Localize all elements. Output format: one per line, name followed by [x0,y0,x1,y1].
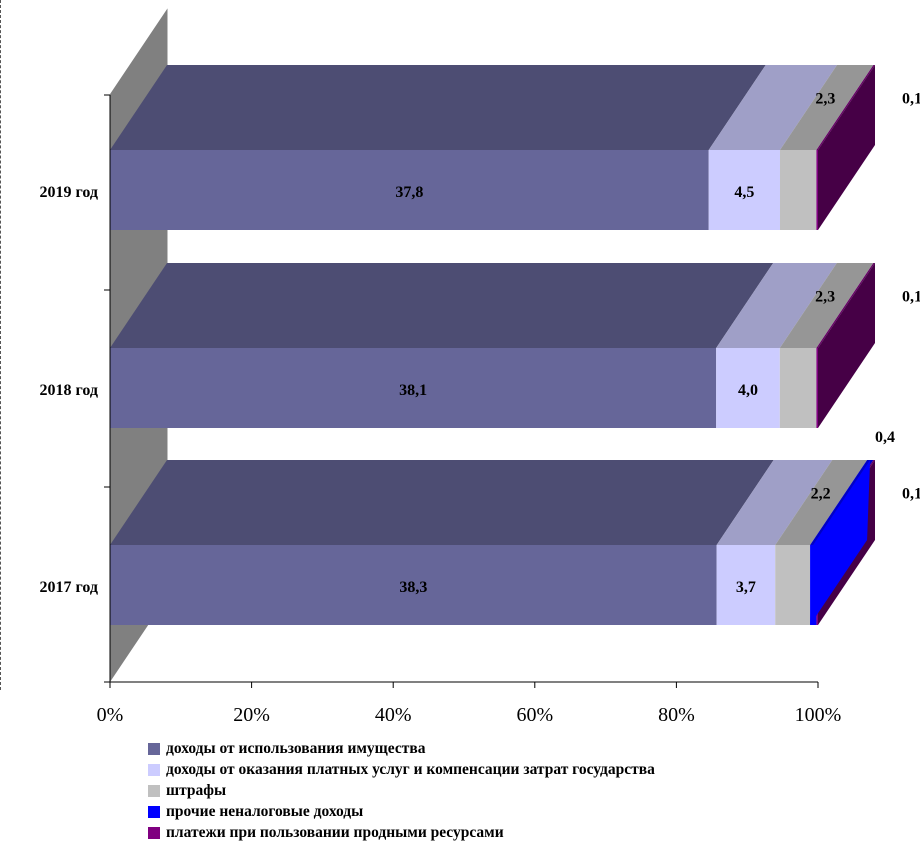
category-label: 2017 год [40,579,99,596]
bar-top-face [716,460,833,545]
legend-label: доходы от использования имущества [166,739,426,757]
bar-top-face [775,460,868,545]
bar-end-face [818,263,875,428]
bar-top-face [779,263,874,348]
data-label: 38,1 [399,382,427,399]
data-label: 0,1 [902,288,920,305]
bar-segment [816,150,818,230]
bar-top-face [779,65,874,150]
dashed-border-line [0,0,1,690]
bar-segment [779,348,817,428]
legend-swatch [148,805,160,818]
x-tick-label: 80% [658,704,695,726]
category-label: 2018 год [40,382,99,399]
bar-segment [775,545,811,625]
legend-item: платежи при пользовании продными ресурса… [148,822,655,843]
data-label: 0,1 [902,485,920,502]
legend-item: доходы от оказания платных услуг и компе… [148,759,655,780]
bar-top-face [716,263,837,348]
legend-label: штрафы [166,781,227,799]
x-tick-label: 40% [375,704,412,726]
legend-swatch [148,742,160,755]
data-label: 38,3 [399,579,427,596]
data-label: 3,7 [736,579,756,596]
bar-segment [716,545,776,625]
bar-segment [708,150,780,230]
x-tick-label: 60% [516,704,553,726]
legend-swatch [148,826,160,839]
data-label: 0,1 [902,90,920,107]
data-label: 2,3 [815,90,835,107]
bar-segment [110,545,717,625]
bar-top-face [110,460,774,545]
data-label: 37,8 [395,184,423,201]
bar-top-face [110,263,774,348]
x-tick-label: 20% [233,704,270,726]
bar-end-face [818,65,875,230]
bar-segment [779,150,817,230]
data-label: 2,2 [811,485,831,502]
bar-segment [110,348,717,428]
bar-segment [716,348,780,428]
legend-label: доходы от оказания платных услуг и компе… [166,760,655,778]
x-tick-label: 0% [97,704,124,726]
bar-top-face [708,65,837,150]
bar-top-face [816,65,875,150]
legend-item: прочие неналоговые доходы [148,801,655,822]
legend-label: прочие неналоговые доходы [166,802,364,820]
bar-top-face [110,65,766,150]
data-label: 4,0 [738,382,758,399]
data-label: 0,4 [875,429,895,446]
bar-segment [110,150,709,230]
legend-swatch [148,763,160,776]
legend-item: штрафы [148,780,655,801]
legend-label: платежи при пользовании продными ресурса… [166,823,504,841]
legend-item: доходы от использования имущества [148,738,655,759]
data-label: 2,3 [815,288,835,305]
bar-top-face [816,263,875,348]
bar-segment [816,348,818,428]
chart-legend: доходы от использования имущества доходы … [148,738,655,843]
bar-edge-highlight [810,460,871,625]
x-tick-label: 100% [795,704,842,726]
category-label: 2019 год [40,184,99,201]
data-label: 4,5 [734,184,754,201]
legend-swatch [148,784,160,797]
